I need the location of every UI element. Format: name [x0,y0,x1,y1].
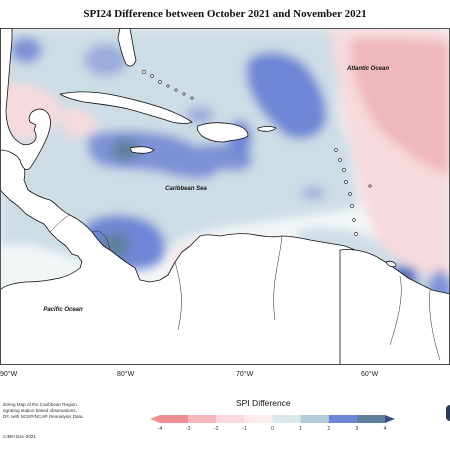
legend-swatch [356,415,385,423]
land-south-america-ne [339,249,450,365]
legend-tick-label: 1 [299,426,303,432]
legend-swatch [216,415,245,423]
country-borders [49,214,441,361]
legend-tick-label: -3 [185,426,191,432]
core-central [112,140,140,160]
small-islands [142,70,372,236]
credits-line: itoring Map of the Caribbean Region. [3,402,79,407]
caribbean-sea-label: Caribbean Sea [165,186,207,192]
legend-tick-label: 0 [271,426,274,432]
legend-tick-label: 4 [383,426,387,432]
longitude-label-60w: 60°W [361,371,379,378]
legend-swatch [244,415,273,423]
land-jamaica [129,146,155,154]
field-blue-gulf-east [84,44,128,76]
legend-tick-label: -4 [157,426,163,432]
island-dot [352,218,356,222]
border-line [49,214,71,233]
field-darker-pink-atlantic [350,37,450,175]
field-pink-central [60,108,98,137]
island-dot [348,192,352,196]
island-dot [158,80,162,84]
island-dot [368,184,372,188]
border-line [273,235,283,321]
field-blue-atlantic-north [246,52,327,139]
field-blue-mid [301,187,325,199]
map-title: SPI24 Difference between October 2021 an… [83,8,367,20]
land-yucatan [0,28,51,170]
island-dot [190,96,194,100]
longitude-label-80w: 80°W [117,371,135,378]
legend-arrow-high [385,415,395,423]
island-dot [150,74,154,78]
field-blue-gulf-west [10,37,42,63]
island-dot [166,84,170,88]
credits-line: egrating station based observations, [3,408,77,413]
land-hispaniola [196,122,249,143]
land-central-america [0,148,450,365]
legend-arrow-low [150,415,160,423]
logo-mark [446,405,450,421]
island-dot [182,92,186,96]
land-cuba [59,91,193,124]
legend-colorbar [150,415,395,423]
border-line [389,275,402,346]
island-dot [344,180,348,184]
spi-map: Atlantic Ocean Caribbean Sea Pacific Oce… [0,28,450,365]
island-dot [142,70,146,74]
legend-swatch [300,415,329,423]
land-trinidad [385,260,397,268]
legend-swatch [188,415,217,423]
legend-swatch [160,415,189,423]
border-line [91,230,111,251]
credits-line: DF, with NCEP/NCAR Reanalysis Data. [3,414,84,419]
island-dot [354,232,358,236]
legend-tick-label: -1 [242,426,247,432]
field-blue-bahamas [186,106,214,124]
land-florida [117,28,137,67]
pacific-ocean-label: Pacific Ocean [43,307,83,313]
legend-title: SPI Difference [236,398,291,408]
legend-swatch [328,415,357,423]
land-layer [0,28,450,365]
legend-tick-label: 3 [355,426,359,432]
island-dot [350,204,354,208]
island-dot [338,158,342,162]
issue-date: CIMH Dec-2021 [3,434,36,439]
island-dot [174,88,178,92]
longitude-label-90w: 90°W [0,371,18,378]
border-line [429,289,441,361]
land-puerto-rico [257,126,277,132]
legend-tick-label: 2 [327,426,331,432]
legend-swatch [272,415,301,423]
legend-tick-label: -2 [214,426,219,432]
credits-text: itoring Map of the Caribbean Region. egr… [3,402,113,420]
island-dot [334,148,338,152]
island-dot [342,168,346,172]
atlantic-ocean-label: Atlantic Ocean [346,66,389,72]
border-line [174,261,182,331]
longitude-label-70w: 70°W [236,371,254,378]
